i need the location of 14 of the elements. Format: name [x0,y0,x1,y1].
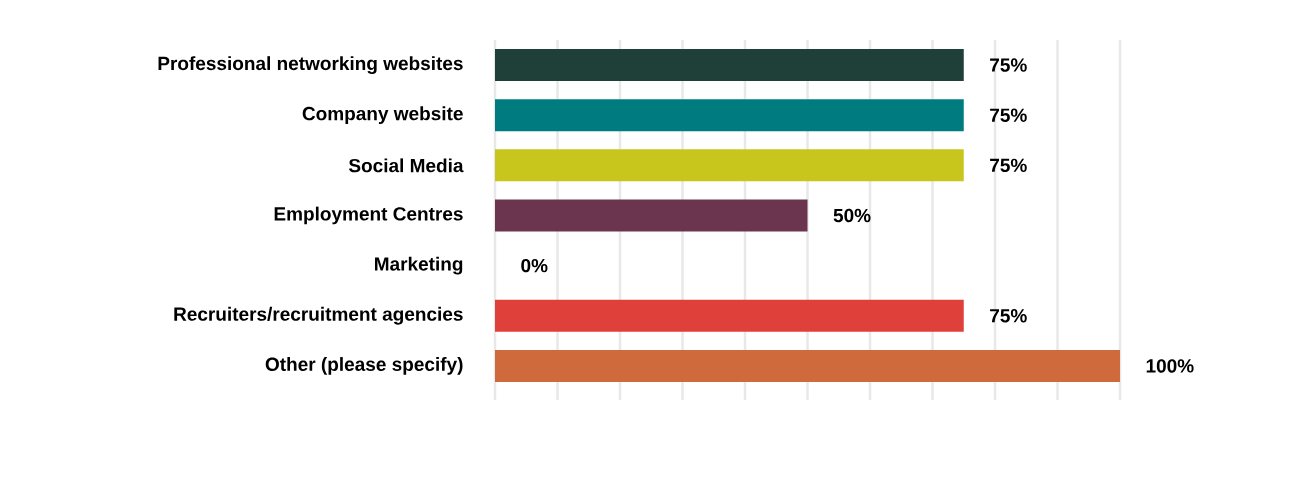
y-tick-label: Company website [302,106,463,125]
y-tick-label: Other (please specify) [265,357,463,375]
data-label: 0% [521,258,548,273]
y-tick-label: Social Media [348,158,464,173]
y-tick-label: Marketing [375,256,463,275]
data-label: 50% [833,208,871,223]
data-label: 100% [1146,359,1194,373]
data-label: 75% [990,58,1027,72]
data-label: 75% [990,108,1027,122]
data-label: 75% [990,158,1027,173]
y-tick-label: Professional networking websites [158,56,463,74]
data-label: 75% [990,309,1027,323]
y-tick-label: Recruiters/recruitment agencies [174,306,463,325]
y-tick-label: Employment Centres [274,206,463,225]
